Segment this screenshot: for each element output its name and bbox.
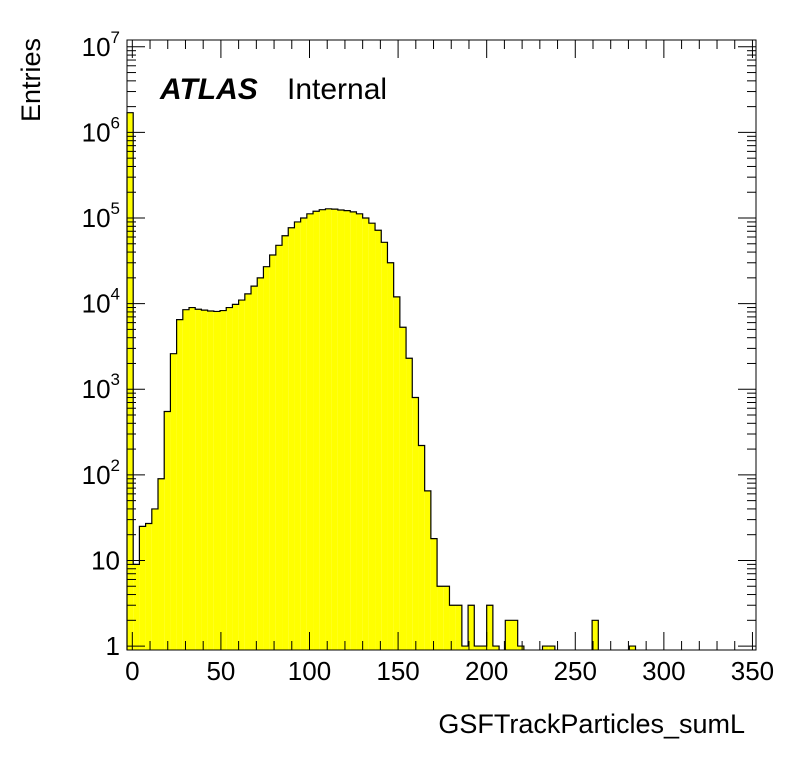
y-tick-label: 1 — [106, 631, 120, 661]
y-tick-label: 106 — [82, 113, 120, 147]
histogram-bar — [331, 209, 338, 650]
histogram-bar — [344, 210, 351, 651]
histogram-bar — [182, 309, 190, 650]
histogram-bar — [399, 327, 407, 650]
x-tick-label: 350 — [731, 656, 774, 686]
histogram-bar — [511, 620, 518, 650]
y-axis-title: Entries — [16, 38, 46, 122]
histogram-bar — [176, 319, 183, 650]
histogram-bar — [325, 208, 332, 650]
histogram-bar — [350, 211, 357, 650]
histogram-bar — [629, 646, 636, 650]
histogram-bar — [406, 358, 413, 650]
histogram-bar — [430, 538, 438, 650]
x-tick-label: 50 — [206, 656, 235, 686]
histogram-bar — [170, 353, 177, 650]
y-tick-label: 10 — [91, 545, 120, 575]
histogram-bar — [424, 490, 431, 650]
y-tick-label: 103 — [82, 370, 120, 404]
histogram-outline — [126, 112, 637, 650]
x-axis-title: GSFTrackParticles_sumL — [438, 709, 745, 739]
y-tick-label: 107 — [82, 28, 120, 62]
histogram-bar — [288, 227, 295, 651]
histogram-bar — [542, 646, 549, 650]
x-tick-label: 0 — [125, 656, 139, 686]
histogram-bar — [213, 311, 221, 650]
x-tick-label: 250 — [554, 656, 597, 686]
histogram-bar — [195, 309, 202, 650]
histogram-bar — [387, 262, 394, 650]
histogram-bar — [220, 310, 227, 650]
histogram-bar — [505, 620, 512, 650]
histogram-bar — [313, 211, 320, 650]
histogram-bar — [461, 646, 469, 650]
x-axis: 0 50 100 150 200 250 300 350 — [125, 40, 774, 686]
y-tick-label: 102 — [82, 456, 120, 490]
histogram-bar — [244, 293, 252, 650]
histogram-bar — [251, 286, 258, 650]
histogram-bar — [375, 230, 382, 650]
histogram-bar — [449, 605, 456, 650]
histogram-bar — [468, 605, 475, 650]
y-tick-label: 105 — [82, 199, 120, 233]
histogram-bar — [226, 307, 233, 650]
histogram-bar — [232, 304, 239, 650]
histogram-bar — [517, 646, 524, 650]
histogram-bar — [362, 218, 369, 651]
histogram-bar — [356, 213, 363, 650]
histogram-bar — [486, 605, 493, 650]
histogram-bar — [269, 254, 276, 651]
plot-frame — [126, 39, 757, 651]
histogram-bar — [127, 112, 134, 651]
histogram-bar — [492, 646, 500, 650]
histogram-bar — [443, 586, 450, 650]
histogram-bar — [455, 605, 462, 650]
histogram-bar — [592, 620, 599, 650]
histogram-bar — [201, 310, 208, 650]
x-tick-label: 200 — [465, 656, 508, 686]
histogram-bar — [282, 235, 289, 650]
histogram-bar — [164, 411, 171, 650]
x-tick-label: 150 — [376, 656, 419, 686]
histogram-bar — [381, 242, 388, 650]
histogram-bar — [263, 266, 270, 650]
x-tick-label: 100 — [288, 656, 331, 686]
histogram-bar — [275, 245, 283, 651]
histogram-bar — [548, 646, 555, 650]
histogram-bar — [474, 646, 481, 650]
histogram-bar — [300, 218, 307, 651]
histogram-bar — [480, 646, 487, 650]
x-tick-label: 300 — [642, 656, 685, 686]
histogram-bar — [238, 300, 245, 650]
histogram-bar — [133, 564, 140, 650]
histogram-bar — [151, 508, 159, 650]
histogram-bar — [257, 277, 264, 650]
histogram-bar — [437, 586, 444, 650]
histogram-bars — [126, 112, 637, 651]
internal-label: Internal — [287, 73, 387, 106]
histogram-bar — [189, 307, 196, 650]
histogram-bar — [393, 296, 400, 650]
y-tick-label: 104 — [82, 285, 120, 319]
y-axis: 1 10 102 103 104 105 106 107 — [82, 28, 756, 661]
histogram-bar — [294, 221, 301, 650]
histogram-bar — [368, 223, 376, 650]
histogram-bar — [207, 311, 214, 650]
histogram-bar — [306, 213, 314, 650]
histogram-bar — [145, 523, 152, 650]
atlas-label: ATLAS — [159, 73, 258, 106]
histogram-bar — [418, 445, 425, 650]
histogram-bar — [319, 209, 326, 650]
histogram-bar — [158, 478, 165, 650]
histogram-bar — [412, 397, 419, 650]
histogram-bar — [337, 210, 345, 650]
histogram-bar — [139, 526, 146, 650]
